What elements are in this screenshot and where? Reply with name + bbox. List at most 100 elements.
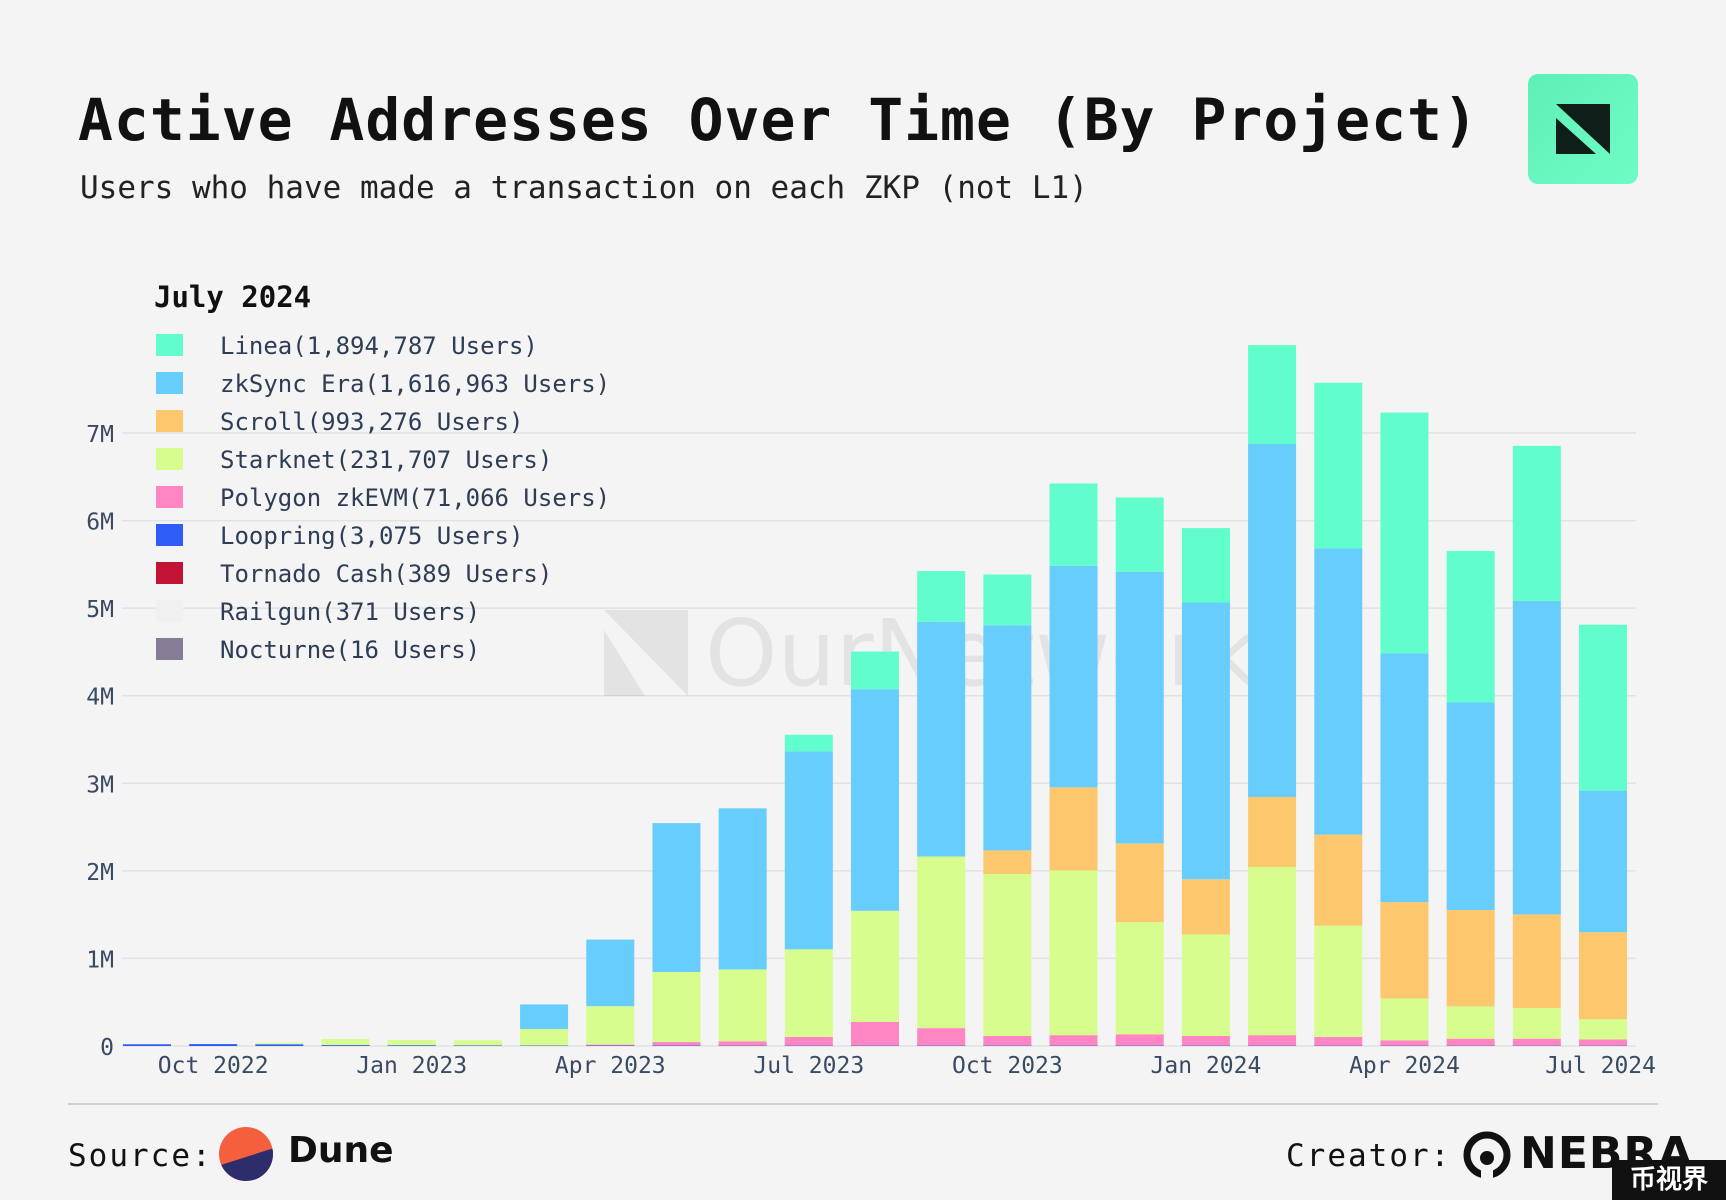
bar-segment-zksync-era bbox=[851, 689, 899, 911]
x-tick-label: Oct 2023 bbox=[952, 1053, 1063, 1079]
bar-segment-polygon-zkevm bbox=[983, 1036, 1032, 1046]
y-tick-label: 3M bbox=[86, 772, 114, 798]
dune-logo-icon bbox=[219, 1127, 273, 1181]
bar-segment-linea bbox=[784, 734, 833, 752]
bar-segment-polygon-zkevm bbox=[586, 1044, 635, 1046]
bar-segment-polygon-zkevm bbox=[1115, 1034, 1164, 1046]
bar-segment-starknet bbox=[520, 1028, 569, 1046]
bar-segment-linea bbox=[1049, 483, 1098, 566]
legend-swatch bbox=[156, 486, 183, 508]
bar-segment-scroll bbox=[1181, 879, 1230, 935]
bar-segment-linea bbox=[1181, 528, 1230, 603]
ournetwork-watermark: OurNetwork bbox=[604, 600, 1258, 707]
legend-item[interactable]: Nocturne(16 Users) bbox=[154, 632, 480, 670]
bar-segment-scroll bbox=[1512, 914, 1561, 1009]
x-tick-label: Jan 2023 bbox=[356, 1053, 467, 1079]
y-tick-label: 5M bbox=[86, 597, 114, 623]
footer-divider bbox=[68, 1103, 1658, 1105]
x-tick-label: Jul 2023 bbox=[753, 1053, 864, 1079]
watermark-logo-icon bbox=[604, 610, 688, 696]
legend-item[interactable]: Starknet(231,707 Users) bbox=[154, 442, 552, 480]
bar-segment-loopring bbox=[255, 1044, 304, 1046]
bar-segment-linea bbox=[1248, 345, 1297, 445]
y-tick-label: 7M bbox=[86, 422, 114, 448]
bar-segment-starknet bbox=[1446, 1006, 1495, 1039]
legend-swatch bbox=[156, 524, 183, 546]
legend-title: July 2024 bbox=[154, 280, 312, 314]
bar-segment-polygon-zkevm bbox=[1181, 1036, 1230, 1046]
bar-segment-starknet bbox=[652, 972, 701, 1043]
bar-segment-linea bbox=[917, 571, 966, 622]
legend-swatch bbox=[156, 562, 183, 584]
bar-segment-polygon-zkevm bbox=[1380, 1040, 1429, 1046]
bar-segment-starknet bbox=[387, 1040, 436, 1046]
bar-segment-loopring bbox=[189, 1044, 238, 1046]
bar-segment-starknet bbox=[1049, 870, 1098, 1036]
bar-segment-starknet bbox=[1380, 998, 1429, 1041]
bar-segment-loopring bbox=[321, 1044, 370, 1046]
bar-segment-starknet bbox=[784, 949, 833, 1037]
bar-segment-linea bbox=[1115, 497, 1164, 572]
legend-label: Nocturne(16 Users) bbox=[220, 636, 481, 664]
bar-segment-starknet bbox=[1181, 934, 1230, 1037]
x-tick-label: Oct 2022 bbox=[158, 1053, 269, 1079]
bar-segment-polygon-zkevm bbox=[784, 1036, 833, 1046]
legend-item[interactable]: Tornado Cash(389 Users) bbox=[154, 556, 552, 594]
bar-segment-zksync-era bbox=[586, 939, 635, 1007]
bar-segment-zksync-era bbox=[1314, 548, 1363, 835]
x-tick-label: Apr 2024 bbox=[1349, 1053, 1460, 1079]
legend-item[interactable]: Scroll(993,276 Users) bbox=[154, 404, 523, 442]
legend: July 2024 Linea(1,894,787 Users) zkSync E… bbox=[154, 280, 610, 670]
bar-segment-starknet bbox=[851, 910, 899, 1023]
legend-label: Scroll(993,276 Users) bbox=[220, 408, 524, 436]
y-axis-ticks: 0 1M 2M 3M 4M 5M 6M 7M bbox=[86, 422, 114, 1061]
bar-segment-zksync-era bbox=[718, 808, 767, 970]
legend-label: Linea(1,894,787 Users) bbox=[220, 332, 538, 360]
legend-items: Linea(1,894,787 Users) zkSync Era(1,616,9… bbox=[154, 328, 610, 670]
bar-segment-zksync-era bbox=[1115, 571, 1164, 844]
y-tick-label: 1M bbox=[86, 947, 114, 973]
bar-segment-linea bbox=[851, 651, 899, 690]
legend-item[interactable]: Railgun(371 Users) bbox=[154, 594, 480, 632]
ournetwork-logo-icon bbox=[1556, 104, 1610, 154]
bar-segment-starknet bbox=[917, 856, 966, 1029]
legend-swatch bbox=[156, 334, 183, 356]
bar-segment-starknet bbox=[718, 969, 767, 1042]
bar-segment-zksync-era bbox=[1446, 702, 1495, 910]
bar-segment-zksync-era bbox=[1248, 444, 1297, 797]
legend-label: Tornado Cash(389 Users) bbox=[220, 560, 553, 588]
legend-item[interactable]: Polygon zkEVM(71,066 Users) bbox=[154, 480, 610, 518]
nebra-logo-icon bbox=[1463, 1131, 1511, 1180]
bar-segment-linea bbox=[1512, 445, 1561, 601]
bar-segment-starknet bbox=[586, 1006, 635, 1045]
legend-item[interactable]: Linea(1,894,787 Users) bbox=[154, 328, 538, 366]
bar-segment-polygon-zkevm bbox=[1049, 1035, 1098, 1046]
legend-item[interactable]: zkSync Era(1,616,963 Users) bbox=[154, 366, 610, 404]
bar-segment-zksync-era bbox=[784, 751, 833, 950]
watermark-logo-icon-lower bbox=[604, 630, 645, 696]
bar-segment-zksync-era bbox=[1049, 565, 1098, 788]
bar-segment-polygon-zkevm bbox=[1446, 1038, 1495, 1046]
bar-segment-zksync-era bbox=[1579, 790, 1627, 933]
legend-label: Loopring(3,075 Users) bbox=[220, 522, 524, 550]
y-tick-label: 6M bbox=[86, 510, 114, 536]
bar-segment-linea bbox=[1579, 624, 1627, 791]
bar-segment-starknet bbox=[1248, 867, 1297, 1036]
legend-item[interactable]: Loopring(3,075 Users) bbox=[154, 518, 523, 556]
bar-segment-zksync-era bbox=[1181, 602, 1230, 880]
watermark-text: OurNetwork bbox=[705, 600, 1258, 707]
bar-segment-polygon-zkevm bbox=[1314, 1036, 1363, 1046]
bar-segment-scroll bbox=[1115, 843, 1164, 923]
legend-swatch bbox=[156, 600, 183, 622]
bar-segment-zksync-era bbox=[1380, 653, 1429, 903]
bar-segment-zksync-era bbox=[917, 621, 966, 857]
bar-segment-scroll bbox=[1314, 834, 1363, 926]
legend-swatch bbox=[156, 638, 183, 660]
bar-segment-polygon-zkevm bbox=[1248, 1035, 1297, 1046]
ournetwork-logo bbox=[1528, 74, 1638, 184]
bars bbox=[123, 345, 1627, 1046]
creator-label: Creator: bbox=[1286, 1138, 1452, 1174]
corner-watermark: 币视界 bbox=[1612, 1160, 1726, 1200]
bar-segment-starknet bbox=[1579, 1019, 1627, 1040]
x-tick-label: Apr 2023 bbox=[555, 1053, 666, 1079]
